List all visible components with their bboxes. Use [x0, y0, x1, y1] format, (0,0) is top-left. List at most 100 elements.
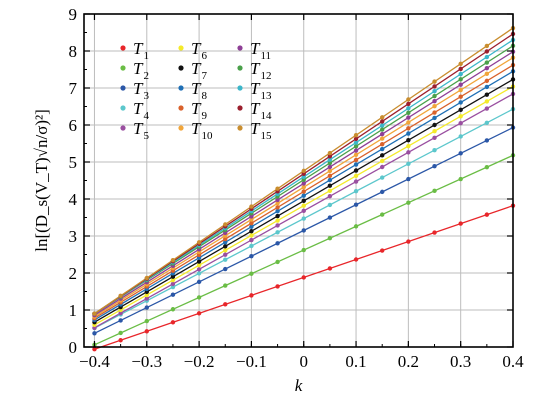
legend-marker	[120, 65, 126, 71]
data-point-T4	[353, 189, 359, 194]
data-point-T11	[432, 98, 437, 104]
data-point-T3	[196, 279, 202, 285]
data-point-T11	[406, 115, 411, 120]
legend-marker	[237, 105, 243, 111]
data-point-T4	[327, 202, 333, 208]
data-point-T12	[353, 144, 359, 149]
y-tick-label: 3	[69, 227, 78, 246]
legend-marker	[178, 125, 184, 131]
legend-label: T10	[191, 119, 213, 142]
data-point-T10	[406, 120, 411, 125]
data-point-T11	[458, 82, 463, 87]
data-point-T4	[275, 230, 280, 235]
data-point-T10	[380, 136, 385, 141]
data-point-T7	[484, 92, 490, 97]
legend-marker	[178, 85, 184, 91]
legend-item-T12: T12	[237, 59, 271, 82]
data-point-T3	[118, 318, 123, 323]
data-point-T11	[353, 148, 359, 153]
data-point-T11	[484, 66, 490, 71]
data-point-T1	[249, 293, 254, 298]
data-point-T13	[484, 54, 490, 60]
data-point-T2	[458, 176, 463, 182]
data-point-T6	[275, 218, 280, 223]
data-point-T1	[484, 212, 490, 217]
legend-item-T15: T15	[237, 119, 272, 142]
data-point-T9	[249, 221, 254, 226]
legend-label: T8	[191, 79, 207, 102]
data-point-T14	[432, 84, 437, 89]
data-point-T4	[484, 120, 490, 125]
data-point-T3	[380, 189, 385, 195]
data-point-T11	[249, 214, 254, 219]
data-point-T5	[406, 150, 411, 155]
data-point-T7	[327, 183, 333, 188]
data-point-T15	[380, 115, 385, 120]
data-point-T6	[301, 203, 306, 208]
data-point-T9	[380, 141, 385, 147]
data-point-T8	[484, 84, 490, 90]
legend-item-T7: T7	[178, 59, 207, 82]
data-point-T10	[249, 217, 254, 222]
legend-label: T9	[191, 99, 207, 122]
data-point-T12	[406, 110, 411, 115]
data-point-T3	[301, 228, 306, 233]
data-point-T4	[170, 284, 176, 290]
legend-label: T3	[133, 79, 149, 102]
data-point-T15	[432, 79, 437, 84]
data-point-T6	[353, 173, 359, 179]
data-point-T7	[301, 198, 306, 204]
data-point-T4	[249, 243, 254, 249]
series-points	[92, 25, 516, 352]
data-point-T10	[301, 184, 306, 190]
data-point-T14	[458, 66, 463, 72]
data-point-T4	[301, 216, 306, 221]
legend-marker	[178, 105, 184, 111]
data-point-T7	[380, 153, 385, 158]
data-point-T9	[301, 189, 306, 194]
y-tick-label: 2	[69, 264, 78, 283]
data-point-T14	[484, 49, 490, 54]
data-point-T1	[327, 266, 333, 271]
data-point-T1	[380, 248, 385, 253]
data-point-T6	[484, 99, 490, 104]
data-point-T9	[458, 94, 463, 99]
data-point-T9	[327, 173, 333, 178]
data-point-T3	[327, 215, 333, 220]
data-point-T9	[484, 78, 490, 84]
data-point-T15	[458, 61, 463, 66]
data-point-T7	[458, 107, 463, 113]
data-point-T2	[118, 330, 123, 336]
data-point-T14	[327, 154, 333, 159]
legend-label: T13	[250, 79, 272, 102]
legend-item-T14: T14	[237, 99, 272, 122]
x-tick-label: −0.2	[184, 352, 215, 371]
data-point-T15	[223, 222, 228, 227]
data-point-T8	[249, 224, 254, 229]
legend-marker	[237, 45, 243, 51]
data-point-T3	[223, 266, 228, 272]
data-point-T13	[458, 71, 463, 77]
data-point-T2	[249, 271, 254, 276]
data-point-T7	[196, 259, 202, 264]
x-tick-label: −0.4	[79, 352, 110, 371]
data-point-T1	[92, 347, 97, 352]
data-point-T2	[432, 188, 437, 194]
data-point-T5	[432, 135, 437, 140]
data-point-T6	[432, 128, 437, 134]
x-tick-label: 0	[299, 352, 308, 371]
legend-label: T6	[191, 39, 207, 62]
data-point-T5	[275, 223, 280, 228]
data-point-T6	[406, 143, 411, 149]
y-tick-label: 4	[69, 190, 78, 209]
data-point-T4	[196, 271, 202, 276]
legend-item-T8: T8	[178, 79, 207, 102]
data-point-T7	[353, 168, 359, 173]
data-point-T14	[406, 101, 411, 107]
data-point-T15	[92, 311, 97, 316]
data-point-T15	[196, 240, 202, 245]
data-point-T15	[170, 257, 176, 263]
data-point-T5	[170, 281, 176, 287]
data-point-T8	[353, 162, 359, 167]
